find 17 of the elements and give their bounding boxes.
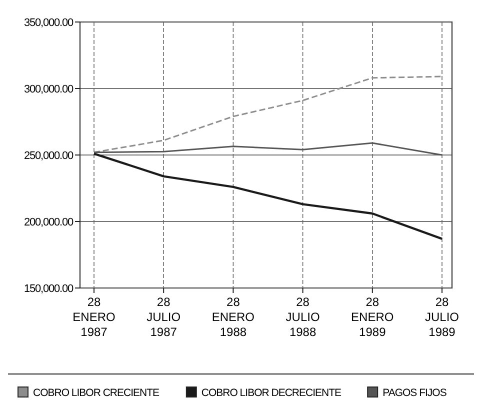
line-series	[92, 152, 444, 240]
y-tick-label: 150,000.00	[24, 282, 74, 295]
legend-label: COBRO LIBOR CRECIENTE	[33, 387, 160, 399]
x-tick-label: 28 ENERO 1989	[351, 295, 394, 339]
x-tick-label: 28 ENERO 1988	[212, 295, 255, 339]
line-series	[93, 142, 443, 156]
y-tick-label: 200,000.00	[24, 216, 74, 228]
y-tick-label: 250,000.00	[24, 150, 74, 162]
x-tick-label: 28 ENERO 1987	[72, 295, 116, 339]
y-tick-label: 350,000.00	[24, 16, 74, 29]
line-series	[93, 76, 443, 154]
y-tick-label: 300,000.00	[24, 83, 74, 96]
x-tick-label: 28 JULIO 1987	[146, 295, 181, 339]
legend-label: COBRO LIBOR DECRECIENTE	[201, 387, 342, 399]
x-tick-label: 28 JULIO 1989	[424, 295, 460, 339]
legend-label: PAGOS FIJOS	[382, 387, 447, 399]
x-tick-label: 28 JULIO 1988	[286, 295, 320, 339]
